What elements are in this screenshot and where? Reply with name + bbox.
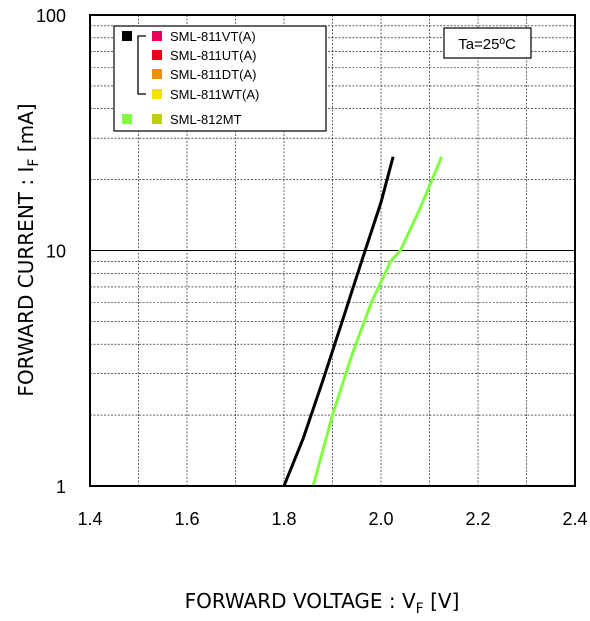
- series-line-2: [311, 156, 443, 487]
- x-tick-label: 2.0: [368, 509, 393, 529]
- legend-label: SML-811UT(A): [170, 48, 256, 63]
- legend-series-marker-green: [122, 114, 132, 124]
- y-axis-label: FORWARD CURRENT : IF [mA]: [14, 103, 42, 396]
- legend-swatch: [152, 31, 162, 41]
- data-series: [282, 156, 443, 487]
- legend-frame: [113, 25, 327, 132]
- x-tick-label: 2.4: [562, 509, 587, 529]
- legend-swatch: [152, 50, 162, 60]
- x-tick-label: 1.8: [271, 509, 296, 529]
- legend-series-marker-black: [122, 31, 132, 41]
- legend-bracket: [137, 35, 146, 95]
- y-tick-label: 10: [46, 242, 66, 262]
- y-tick-labels: 1 10 100: [36, 6, 66, 497]
- annotation-frame: [443, 27, 532, 59]
- series-line-1: [282, 156, 395, 487]
- plot-frame: [89, 14, 576, 487]
- annotation-box: Ta=25ºC: [443, 27, 532, 59]
- x-tick-labels: 1.4 1.6 1.8 2.0 2.2 2.4: [77, 509, 587, 529]
- x-axis-label: FORWARD VOLTAGE : VF [V]: [185, 589, 460, 617]
- x-tick-label: 2.2: [465, 509, 490, 529]
- legend-label: SML-811DT(A): [170, 67, 256, 82]
- legend-swatch: [152, 89, 162, 99]
- legend-label: SML-811WT(A): [170, 87, 259, 102]
- x-tick-label: 1.6: [174, 509, 199, 529]
- legend-swatch: [152, 69, 162, 79]
- legend-label: SML-811VT(A): [170, 29, 256, 44]
- legend-swatch: [152, 114, 162, 124]
- temperature-annotation: Ta=25ºC: [458, 36, 516, 53]
- legend: SML-811VT(A) SML-811UT(A) SML-811DT(A) SML-…: [113, 25, 327, 132]
- legend-label: SML-812MT: [170, 112, 242, 127]
- y-tick-label: 1: [56, 477, 66, 497]
- y-tick-label: 100: [36, 6, 66, 26]
- x-tick-label: 1.4: [77, 509, 102, 529]
